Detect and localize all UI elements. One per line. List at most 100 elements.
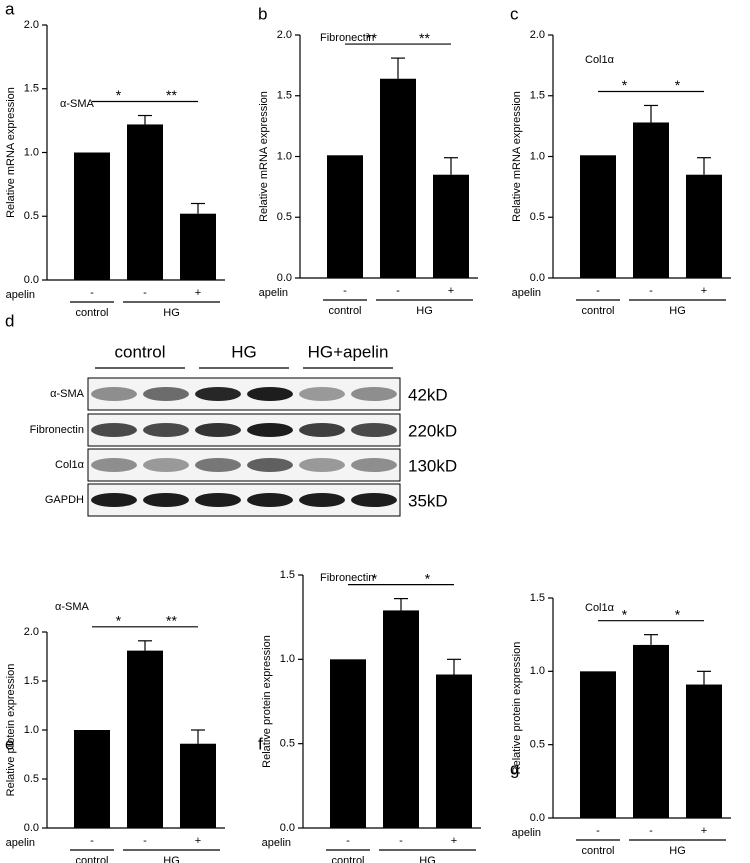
- blot-size-label: 35kD: [408, 491, 448, 510]
- x-tick-label: -: [396, 285, 400, 297]
- x-tick-label: -: [596, 825, 600, 837]
- blot-band: [143, 387, 189, 401]
- group-label: HG: [163, 307, 180, 319]
- bar: [180, 743, 216, 828]
- bar: [330, 659, 366, 828]
- y-tick-label: 1.5: [530, 90, 545, 102]
- blot-band: [143, 458, 189, 472]
- panel-letter: c: [510, 4, 519, 23]
- row-label: apelin: [6, 289, 35, 301]
- row-label: apelin: [512, 287, 541, 299]
- row-label: apelin: [6, 837, 35, 849]
- bar: [327, 155, 363, 278]
- x-tick-label: -: [143, 287, 147, 299]
- y-tick-label: 0.0: [24, 822, 39, 834]
- bar: [127, 124, 163, 280]
- significance-label: *: [675, 77, 681, 93]
- blot-band: [351, 387, 397, 401]
- x-tick-label: -: [90, 287, 94, 299]
- significance-label: **: [166, 613, 177, 629]
- bar: [436, 674, 472, 828]
- y-axis-label: Relative protein expression: [261, 635, 273, 768]
- group-label: HG: [163, 855, 180, 863]
- row-label: apelin: [262, 837, 291, 849]
- group-label: HG: [669, 845, 686, 857]
- panel-title: Fibronectin: [320, 572, 374, 584]
- blot-band: [247, 423, 293, 437]
- y-tick-label: 1.0: [24, 146, 39, 158]
- x-tick-label: +: [195, 287, 201, 299]
- bar: [580, 155, 616, 278]
- significance-label: **: [366, 30, 377, 46]
- y-tick-label: 2.0: [24, 19, 39, 31]
- blot-size-label: 130kD: [408, 456, 457, 475]
- y-tick-label: 0.0: [277, 272, 292, 284]
- y-tick-label: 2.0: [24, 626, 39, 638]
- y-tick-label: 1.0: [530, 665, 545, 677]
- y-axis-label: Relative mRNA expression: [5, 87, 17, 218]
- y-tick-label: 1.0: [530, 150, 545, 162]
- y-tick-label: 1.5: [24, 675, 39, 687]
- y-tick-label: 1.5: [24, 83, 39, 95]
- y-tick-label: 2.0: [277, 29, 292, 41]
- significance-label: *: [116, 87, 122, 103]
- blot-band: [247, 458, 293, 472]
- y-axis-label: Relative protein expression: [5, 664, 17, 797]
- group-label: control: [581, 845, 614, 857]
- blot-row-label: GAPDH: [45, 494, 84, 506]
- blot-group-label: HG: [231, 342, 257, 361]
- y-tick-label: 0.5: [24, 773, 39, 785]
- significance-label: *: [372, 570, 378, 586]
- x-tick-label: -: [90, 835, 94, 847]
- blot-band: [351, 423, 397, 437]
- blot-band: [247, 493, 293, 507]
- x-tick-label: +: [701, 825, 707, 837]
- y-axis-label: Relative protein expression: [511, 642, 523, 775]
- y-tick-label: 0.5: [24, 210, 39, 222]
- y-tick-label: 0.0: [24, 274, 39, 286]
- panel-letter: a: [5, 0, 15, 18]
- bar: [74, 730, 110, 828]
- panel-title: Col1α: [585, 602, 615, 614]
- row-label: apelin: [259, 287, 288, 299]
- y-axis-label: Relative mRNA expression: [258, 91, 270, 222]
- y-tick-label: 0.0: [280, 822, 295, 834]
- group-label: HG: [669, 305, 686, 317]
- x-tick-label: -: [399, 835, 403, 847]
- bar: [580, 671, 616, 818]
- x-tick-label: -: [343, 285, 347, 297]
- group-label: HG: [416, 305, 433, 317]
- y-tick-label: 0.5: [530, 211, 545, 223]
- panel-letter: d: [5, 311, 14, 330]
- blot-row-label: α-SMA: [50, 388, 85, 400]
- blot-band: [195, 493, 241, 507]
- blot-size-label: 220kD: [408, 421, 457, 440]
- group-label: control: [331, 855, 364, 863]
- x-tick-label: +: [448, 285, 454, 297]
- significance-label: *: [116, 613, 122, 629]
- y-tick-label: 1.5: [277, 90, 292, 102]
- bar: [633, 644, 669, 818]
- bar: [127, 650, 163, 828]
- y-tick-label: 0.0: [530, 272, 545, 284]
- blot-band: [91, 493, 137, 507]
- group-label: HG: [419, 855, 436, 863]
- blot-band: [299, 387, 345, 401]
- group-label: control: [581, 305, 614, 317]
- y-tick-label: 2.0: [530, 29, 545, 41]
- x-tick-label: +: [195, 835, 201, 847]
- y-tick-label: 0.5: [277, 211, 292, 223]
- significance-label: **: [166, 87, 177, 103]
- panel-letter: b: [258, 4, 267, 23]
- blot-group-label: control: [114, 342, 165, 361]
- x-tick-label: -: [649, 825, 653, 837]
- x-tick-label: -: [143, 835, 147, 847]
- blot-band: [247, 387, 293, 401]
- bar: [633, 122, 669, 278]
- blot-band: [91, 423, 137, 437]
- y-tick-label: 1.5: [280, 569, 295, 581]
- blot-box: [87, 413, 401, 447]
- bar: [74, 152, 110, 280]
- y-tick-label: 0.5: [530, 739, 545, 751]
